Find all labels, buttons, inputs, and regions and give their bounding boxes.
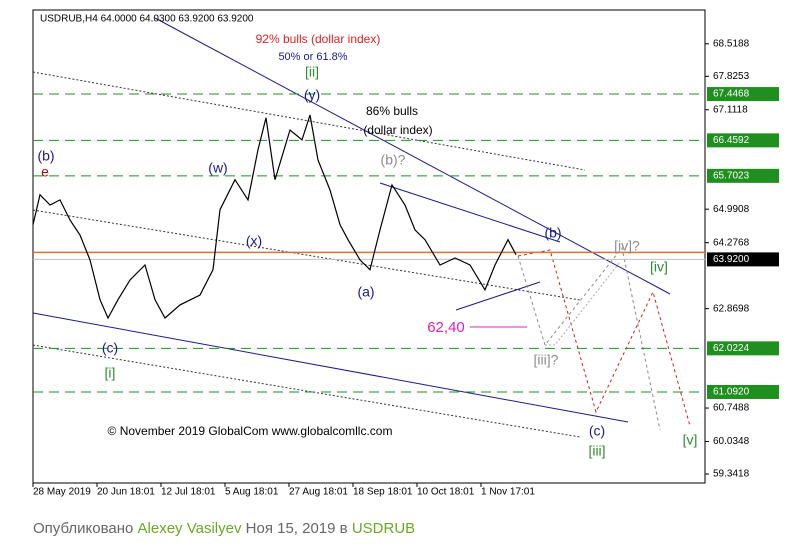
annotation: 62,40 bbox=[427, 319, 465, 336]
x-tick-label: 27 Aug 18:01 bbox=[289, 487, 348, 498]
symbol-link[interactable]: USDRUB bbox=[351, 520, 416, 537]
y-tick-label: 64.2768 bbox=[713, 237, 750, 248]
level-label: 67.4468 bbox=[713, 89, 750, 100]
level-box bbox=[707, 341, 779, 356]
footer: Опубликовано Alexey Vasilyev Ноя 15, 201… bbox=[33, 520, 415, 537]
annotation: [iv] bbox=[650, 259, 668, 275]
annotation: [iv]? bbox=[614, 238, 640, 254]
annotation: (c) bbox=[102, 340, 118, 356]
footer-text: Опубликовано bbox=[33, 520, 134, 537]
y-tick-label: 67.1118 bbox=[713, 104, 748, 115]
annotation: 86% bulls bbox=[366, 104, 418, 118]
x-tick-label: 12 Jul 18:01 bbox=[161, 487, 216, 498]
y-tick-label: 59.3418 bbox=[713, 469, 750, 480]
annotation: [v] bbox=[683, 432, 698, 448]
level-box bbox=[707, 133, 779, 148]
chart-header: USDRUB,H4 64.0000 64.0300 63.9200 63.920… bbox=[40, 14, 254, 25]
annotation: [i] bbox=[105, 365, 116, 381]
level-label: 65.7023 bbox=[713, 170, 750, 181]
annotation: (dollar index) bbox=[363, 123, 432, 137]
annotation: 50% or 61.8% bbox=[278, 51, 347, 63]
y-tick-label: 67.8253 bbox=[713, 71, 750, 82]
projection bbox=[517, 246, 661, 431]
trend-line bbox=[455, 281, 541, 311]
annotation: (y) bbox=[304, 87, 320, 103]
y-tick-label: 64.9908 bbox=[713, 204, 750, 215]
projection bbox=[545, 261, 621, 346]
plot-frame bbox=[32, 9, 706, 484]
annotation: © November 2019 GlobalCom www.globalcoml… bbox=[108, 424, 393, 438]
x-tick-label: 28 May 2019 bbox=[33, 487, 91, 498]
projection bbox=[517, 249, 691, 427]
annotation: (x) bbox=[246, 233, 262, 249]
level-label: 61.0920 bbox=[713, 387, 750, 398]
annotation: (w) bbox=[208, 160, 227, 176]
annotation: [ii] bbox=[305, 64, 319, 80]
trend-line bbox=[379, 182, 561, 243]
author-link[interactable]: Alexey Vasilyev bbox=[137, 520, 242, 537]
y-tick-label: 60.0348 bbox=[713, 436, 750, 447]
y-tick-label: 68.5188 bbox=[713, 38, 750, 49]
drawings bbox=[32, 17, 691, 438]
level-box bbox=[707, 384, 779, 399]
trend-line bbox=[32, 312, 629, 423]
annotation: (c) bbox=[589, 423, 605, 439]
x-tick-label: 20 Jun 18:01 bbox=[97, 487, 155, 498]
annotation: (b) bbox=[37, 148, 54, 164]
current-price-box bbox=[707, 252, 779, 267]
y-tick-label: 62.8698 bbox=[713, 303, 750, 314]
annotation: [iii]? bbox=[534, 352, 559, 368]
channel-line bbox=[32, 71, 586, 171]
chart: 68.5188 67.8253 67.1118 64.9908 64.2768 62.86… bbox=[32, 9, 779, 498]
annotation: 92% bulls (dollar index) bbox=[256, 32, 381, 46]
x-tick-label: 1 Nov 17:01 bbox=[481, 487, 535, 498]
level-box bbox=[707, 168, 779, 183]
y-tick-label: 60.7488 bbox=[713, 403, 750, 414]
footer-text: Ноя 15, 2019 в bbox=[245, 520, 348, 537]
level-box bbox=[707, 87, 779, 102]
price-line bbox=[32, 114, 517, 320]
annotation: (b) bbox=[544, 225, 561, 241]
annotation: e bbox=[41, 164, 49, 180]
level-label: 62.0224 bbox=[713, 343, 750, 354]
x-tick-label: 5 Aug 18:01 bbox=[225, 487, 279, 498]
annotation: (b)? bbox=[381, 152, 406, 168]
channel-line bbox=[32, 209, 581, 301]
trend-line bbox=[154, 17, 671, 295]
current-price-label: 63.9200 bbox=[713, 254, 750, 265]
x-tick-label: 10 Oct 18:01 bbox=[417, 487, 475, 498]
level-label: 66.4592 bbox=[713, 135, 750, 146]
x-tick-label: 18 Sep 18:01 bbox=[353, 487, 413, 498]
channel-line bbox=[32, 344, 581, 438]
annotation: (a) bbox=[357, 284, 374, 300]
annotation: [iii] bbox=[588, 443, 605, 459]
